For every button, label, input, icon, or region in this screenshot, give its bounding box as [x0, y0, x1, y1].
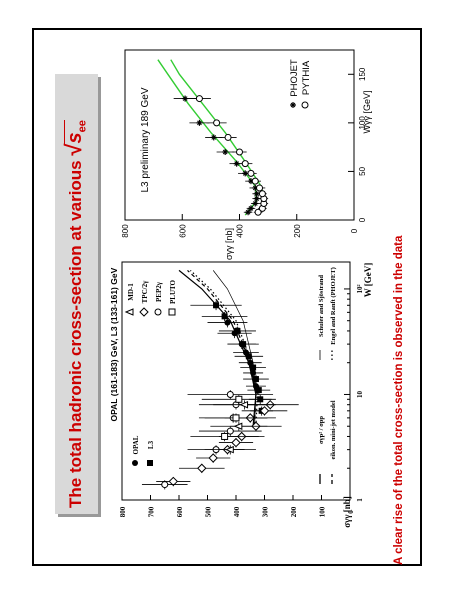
right-data-point-d2: [234, 161, 239, 167]
left-data-point: [226, 390, 234, 398]
title-box: The total hadronic cross-section at vari…: [55, 74, 98, 514]
left-data-point: [250, 364, 257, 371]
right-data-point: [224, 133, 232, 141]
right-data-point-d2: [222, 149, 228, 155]
left-data-point: [234, 327, 241, 334]
right-legend-label: PYTHIA: [301, 60, 312, 95]
left-curve-2: [212, 270, 257, 427]
left-legend-marker: [147, 460, 153, 466]
left-data-point: [168, 476, 179, 487]
left-x-tick-label: 1: [356, 498, 364, 502]
left-model-legend-label: eikon. mini-jet model: [330, 400, 337, 459]
right-x-tick-label: 150: [358, 67, 367, 81]
right-data-point: [247, 169, 255, 177]
left-data-point: [232, 414, 240, 422]
left-y-axis-label: σγγ [nb]: [342, 496, 352, 528]
right-data-point-d2: [252, 201, 258, 206]
left-legend-label: MD-1: [127, 283, 135, 301]
left-legend-label: PLUTO: [169, 279, 177, 304]
right-data-point-d2: [248, 205, 254, 211]
left-y-tick-label: 400: [233, 506, 241, 517]
right-legend-marker: [301, 101, 309, 109]
left-data-point: [233, 422, 243, 430]
left-header-line1: OPAL (161-183) GeV,: [109, 339, 119, 422]
left-legend-marker: [154, 308, 162, 316]
left-y-tick-label: 0: [347, 510, 355, 514]
right-chart-title: L3 preliminary 189 GeV: [140, 87, 151, 192]
right-x-tick-label: 100: [358, 116, 367, 130]
left-legend-label: TPC/2γ: [141, 280, 149, 303]
right-legend-marker-d2: [290, 102, 296, 108]
left-data-point: [221, 432, 229, 440]
left-legend-label: PEP2γ: [155, 281, 163, 302]
left-data-point: [240, 341, 247, 348]
right-data-point: [258, 190, 266, 198]
left-legend-marker: [132, 460, 138, 466]
left-legend-marker: [124, 308, 134, 316]
right-plot-frame: [124, 49, 355, 221]
right-data-point: [213, 119, 221, 127]
left-x-tick-label: 10²: [356, 284, 364, 293]
left-data-point: [255, 387, 262, 394]
right-data-point-d2: [211, 135, 217, 140]
right-data-point-d2: [245, 209, 251, 215]
left-data-point: [259, 406, 270, 416]
left-data-point: [247, 359, 254, 366]
left-plot: 0 100 200 300 400 500 600 700 800 1 10 10² OPAL (161…: [109, 261, 373, 528]
left-model-legend-label: Engel and Ranft (PHOJET): [330, 267, 337, 344]
left-data-point: [235, 395, 243, 403]
left-data-point: [250, 369, 257, 376]
right-data-point: [251, 177, 259, 185]
left-data-point: [225, 445, 234, 454]
right-x-axis-label: Wγγ [GeV]: [362, 90, 372, 133]
left-legend-label: L3: [147, 440, 155, 449]
left-y-tick-label: 800: [119, 506, 127, 517]
left-data-point: [252, 376, 259, 383]
left-data-point: [213, 302, 220, 309]
right-data-point-d2: [254, 191, 260, 197]
left-data-point: [197, 463, 207, 473]
right-plot: 0 200 400 600 800 0 50 100 150 L3 preliminary 189…: [121, 49, 372, 260]
left-data-point: [161, 481, 169, 489]
right-data-point-d2: [182, 96, 188, 101]
right-y-tick-label: 200: [293, 224, 302, 238]
left-data-point: [224, 319, 231, 326]
left-y-tick-label: 100: [319, 506, 327, 517]
left-data-point: [221, 313, 228, 320]
right-x-tick-label: 50: [358, 166, 367, 175]
left-data-point: [231, 437, 241, 448]
left-x-axis-label: W [GeV]: [363, 263, 373, 298]
left-model-legend-label: σγp² / σpp: [318, 416, 325, 444]
right-data-point-d2: [254, 196, 260, 201]
right-data-point: [241, 160, 249, 168]
left-y-tick-label: 600: [176, 506, 184, 517]
right-data-point: [195, 95, 203, 103]
left-x-tick-label: 10: [356, 390, 364, 398]
left-y-tick-label: 300: [262, 506, 270, 517]
right-x-tick-label: 0: [358, 217, 367, 222]
left-data-point: [239, 400, 249, 409]
left-legend-label: OPAL: [132, 435, 140, 454]
left-header-line2: L3 (133-161) GeV: [109, 267, 119, 336]
left-model-legend-label: Schuler and Sjöstrand: [318, 275, 325, 337]
right-y-axis-label: σγγ [nb]: [224, 228, 234, 260]
left-y-tick-label: 700: [148, 506, 156, 517]
right-y-tick-label: 0: [350, 228, 359, 233]
left-y-tick-label: 500: [205, 506, 213, 517]
left-data-point: [208, 453, 218, 463]
left-legend-marker: [139, 307, 149, 317]
left-data-point: [245, 353, 252, 360]
left-legend-marker: [168, 308, 176, 316]
left-y-tick-label: 200: [290, 506, 298, 517]
right-data-point: [256, 184, 264, 192]
right-y-tick-label: 600: [178, 224, 187, 238]
right-data-point: [236, 148, 243, 156]
right-data-point-d2: [197, 120, 202, 126]
right-y-tick-label: 800: [121, 224, 130, 238]
left-data-point: [226, 427, 234, 435]
right-y-tick-label: 400: [236, 224, 245, 238]
right-legend-label: PHOJET: [289, 59, 300, 97]
right-data-point: [254, 208, 262, 216]
